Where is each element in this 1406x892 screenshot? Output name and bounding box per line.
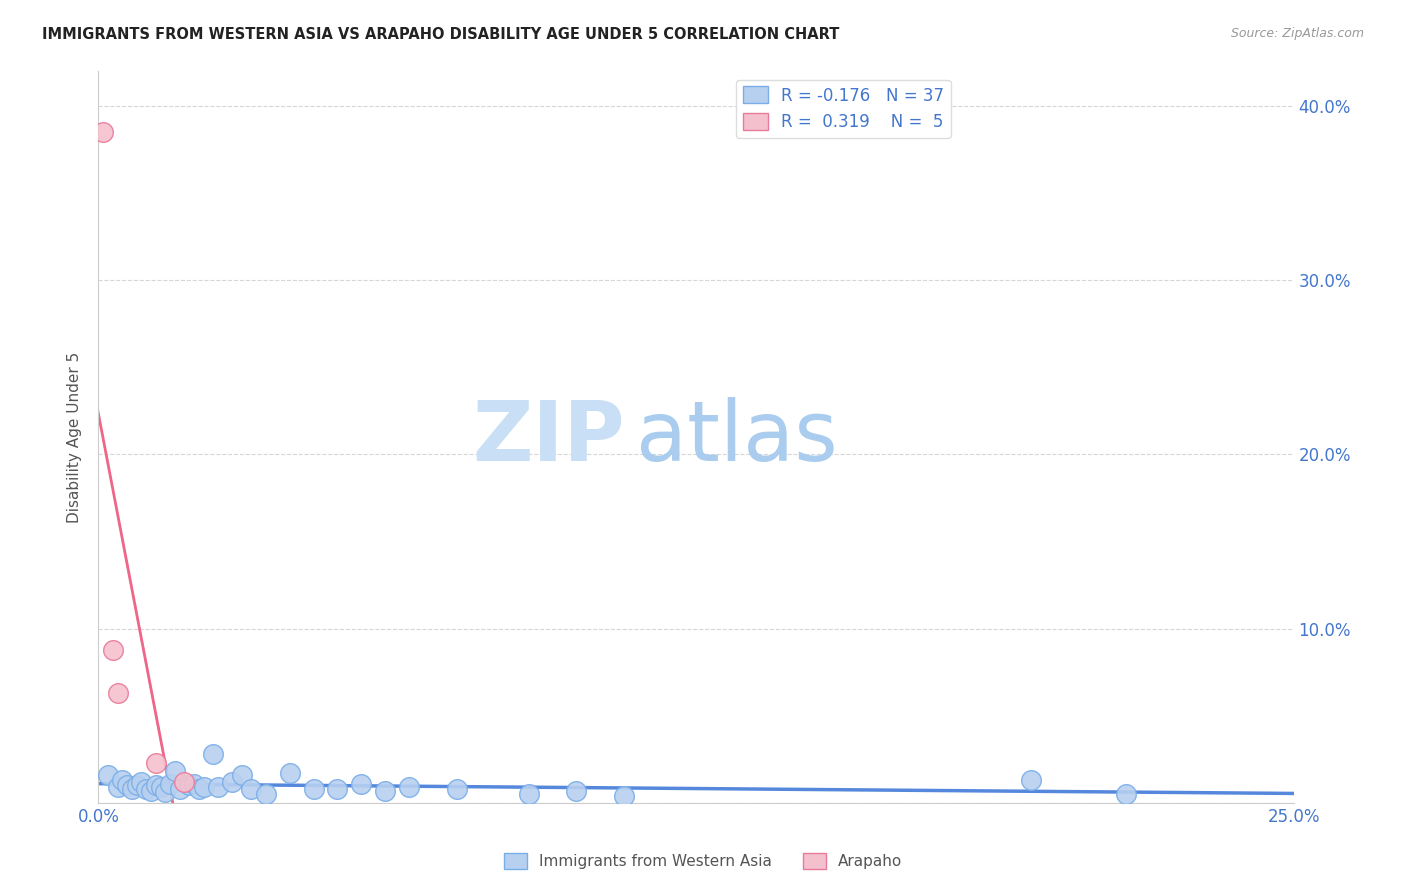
Point xyxy=(231,768,253,782)
Point xyxy=(155,785,177,799)
Text: atlas: atlas xyxy=(637,397,838,477)
Legend: R = -0.176   N = 37, R =  0.319    N =  5: R = -0.176 N = 37, R = 0.319 N = 5 xyxy=(735,79,950,137)
Point xyxy=(97,768,120,782)
Point xyxy=(173,775,195,789)
Point xyxy=(398,780,420,794)
Point xyxy=(101,642,124,657)
Point xyxy=(302,781,325,796)
Point xyxy=(613,789,636,803)
Point xyxy=(374,783,396,797)
Point xyxy=(169,781,191,796)
Point xyxy=(107,780,129,794)
Point xyxy=(163,764,186,779)
Point xyxy=(221,775,243,789)
Point xyxy=(159,777,181,791)
Point xyxy=(278,766,301,780)
Point xyxy=(183,777,205,791)
Text: Source: ZipAtlas.com: Source: ZipAtlas.com xyxy=(1230,27,1364,40)
Point xyxy=(207,780,229,794)
Point xyxy=(145,778,167,792)
Y-axis label: Disability Age Under 5: Disability Age Under 5 xyxy=(67,351,83,523)
Point xyxy=(149,780,172,794)
Point xyxy=(240,781,263,796)
Point xyxy=(121,781,143,796)
Point xyxy=(135,781,157,796)
Point xyxy=(202,747,225,761)
Point xyxy=(111,773,134,788)
Point xyxy=(1115,787,1137,801)
Point xyxy=(565,783,588,797)
Point xyxy=(131,775,153,789)
Point xyxy=(1019,773,1042,788)
Point xyxy=(350,777,373,791)
Point xyxy=(179,778,201,792)
Point xyxy=(91,125,114,139)
Point xyxy=(193,780,215,794)
Point xyxy=(517,787,540,801)
Point xyxy=(145,756,167,770)
Text: IMMIGRANTS FROM WESTERN ASIA VS ARAPAHO DISABILITY AGE UNDER 5 CORRELATION CHART: IMMIGRANTS FROM WESTERN ASIA VS ARAPAHO … xyxy=(42,27,839,42)
Text: ZIP: ZIP xyxy=(472,397,624,477)
Point xyxy=(115,778,138,792)
Legend: Immigrants from Western Asia, Arapaho: Immigrants from Western Asia, Arapaho xyxy=(498,847,908,875)
Point xyxy=(446,781,468,796)
Point xyxy=(107,686,129,700)
Point xyxy=(326,781,349,796)
Point xyxy=(139,783,162,797)
Point xyxy=(187,781,209,796)
Point xyxy=(254,787,277,801)
Point xyxy=(125,778,148,792)
